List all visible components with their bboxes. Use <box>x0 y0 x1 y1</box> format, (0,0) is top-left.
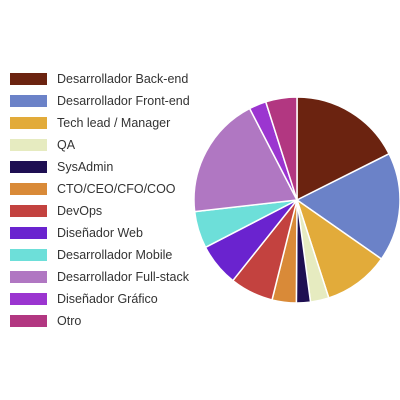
legend-label: Diseñador Gráfico <box>57 292 158 306</box>
legend-item[interactable]: Desarrollador Mobile <box>10 244 200 266</box>
legend-swatch <box>10 117 47 129</box>
legend-item[interactable]: Desarrollador Back-end <box>10 68 200 90</box>
legend-swatch <box>10 249 47 261</box>
legend-item[interactable]: Otro <box>10 310 200 332</box>
legend-item[interactable]: Desarrollador Front-end <box>10 90 200 112</box>
legend-item[interactable]: Diseñador Web <box>10 222 200 244</box>
legend-item[interactable]: DevOps <box>10 200 200 222</box>
legend-swatch <box>10 161 47 173</box>
legend-item[interactable]: Tech lead / Manager <box>10 112 200 134</box>
legend-label: SysAdmin <box>57 160 114 174</box>
legend-item[interactable]: QA <box>10 134 200 156</box>
legend-label: CTO/CEO/CFO/COO <box>57 182 176 196</box>
legend-swatch <box>10 95 47 107</box>
legend-swatch <box>10 205 47 217</box>
legend-label: Otro <box>57 314 82 328</box>
legend-swatch <box>10 293 47 305</box>
legend-label: Desarrollador Full-stack <box>57 270 189 284</box>
pie-slice[interactable] <box>296 96 390 201</box>
legend-item[interactable]: CTO/CEO/CFO/COO <box>10 178 200 200</box>
legend-label: Desarrollador Back-end <box>57 72 189 86</box>
legend-swatch <box>10 139 47 151</box>
legend-swatch <box>10 73 47 85</box>
pie-slice[interactable] <box>193 107 298 213</box>
chart-legend: Desarrollador Back-end Desarrollador Fron… <box>10 68 200 332</box>
legend-label: Desarrollador Mobile <box>57 248 173 262</box>
legend-swatch <box>10 227 47 239</box>
legend-item[interactable]: SysAdmin <box>10 156 200 178</box>
legend-swatch <box>10 271 47 283</box>
legend-item[interactable]: Diseñador Gráfico <box>10 288 200 310</box>
legend-label: QA <box>57 138 76 152</box>
legend-item[interactable]: Desarrollador Full-stack <box>10 266 200 288</box>
legend-label: DevOps <box>57 204 103 218</box>
legend-label: Diseñador Web <box>57 226 143 240</box>
legend-label: Tech lead / Manager <box>57 116 171 130</box>
legend-swatch <box>10 315 47 327</box>
legend-swatch <box>10 183 47 195</box>
pie-slice[interactable] <box>265 96 298 201</box>
legend-label: Desarrollador Front-end <box>57 94 190 108</box>
